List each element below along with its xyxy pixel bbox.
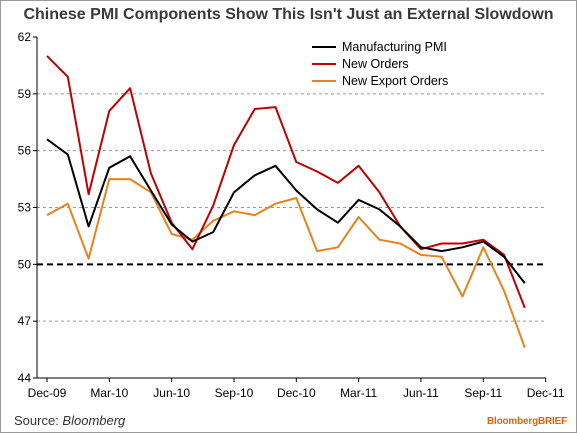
series-line-new-export-orders: [46, 178, 526, 349]
series-line-manufacturing-pmi: [46, 138, 526, 284]
legend-entry: Manufacturing PMI: [342, 40, 447, 54]
x-tick-label: Jun-11: [403, 386, 439, 400]
series-lines: [46, 55, 526, 349]
y-tick-label: 44: [18, 371, 32, 385]
y-tick-label: 53: [18, 201, 32, 215]
gridlines: [37, 93, 546, 322]
legend: Manufacturing PMI New Orders New Export Or…: [312, 40, 448, 88]
source-note: Source: Bloomberg: [14, 413, 125, 428]
x-tick-label: Mar-11: [340, 386, 377, 400]
y-tick-label: 56: [18, 144, 32, 158]
axes: 44 47 50 53 56 59 62 Dec-09 Mar-10 Jun-10 Sep-10 De…: [18, 30, 565, 400]
x-tick-label: Mar-10: [90, 386, 128, 400]
chart-title: Chinese PMI Components Show This Isn't J…: [23, 6, 554, 23]
y-tick-label: 47: [18, 314, 32, 328]
y-tick-label: 62: [18, 30, 32, 44]
legend-entry: New Orders: [342, 57, 409, 71]
y-tick-label: 50: [18, 257, 32, 271]
series-line-new-orders: [46, 55, 526, 309]
x-tick-label: Dec-09: [28, 386, 67, 400]
source-label: Source:: [14, 413, 63, 428]
x-tick-label: Sep-11: [464, 386, 502, 400]
y-tick-label: 59: [18, 87, 32, 101]
legend-entry: New Export Orders: [342, 74, 448, 88]
x-tick-label: Jun-10: [153, 386, 190, 400]
x-tick-label: Dec-10: [277, 386, 316, 400]
x-tick-label: Sep-10: [215, 386, 254, 400]
source-name: Bloomberg: [62, 413, 126, 428]
brand-logo: BloombergBRIEF: [487, 416, 567, 427]
x-tick-label: Dec-11: [527, 386, 565, 400]
